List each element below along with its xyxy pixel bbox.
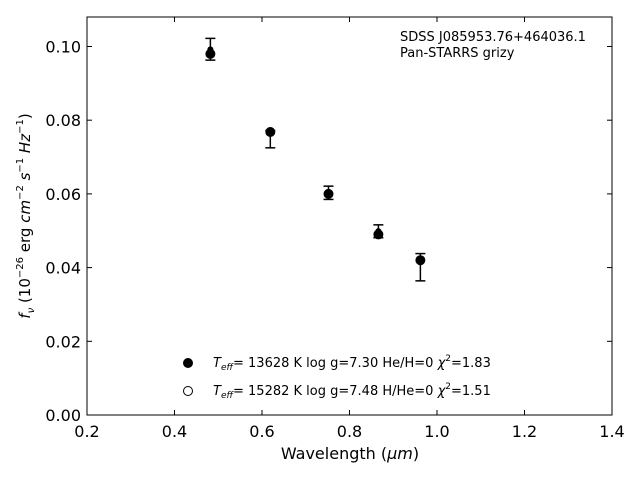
model-point-filled: [205, 48, 216, 59]
x-tick-label: 0.4: [162, 422, 187, 441]
annotation-survey: Pan-STARRS grizy: [400, 46, 515, 61]
x-tick-label: 1.0: [424, 422, 449, 441]
model-point-filled: [415, 255, 426, 266]
annotation-object-name: SDSS J085953.76+464036.1: [400, 30, 586, 45]
y-axis-ticks: 0.00 0.02 0.04 0.06 0.08 0.10: [45, 37, 612, 425]
x-tick-label: 0.6: [249, 422, 274, 441]
y-tick-label: 0.04: [45, 259, 81, 278]
model-point-filled: [323, 188, 334, 199]
legend-marker-open: [183, 386, 193, 396]
y-tick-label: 0.10: [45, 37, 81, 56]
legend: Teff= 13628 K log g=7.30 He/H=0 χ2=1.83 …: [183, 354, 491, 401]
x-tick-label: 0.8: [337, 422, 362, 441]
y-tick-label: 0.08: [45, 111, 81, 130]
y-axis-label: fν (10−26 erg cm−2 s−1 Hz−1): [15, 113, 37, 318]
y-tick-label: 0.00: [45, 406, 81, 425]
y-tick-label: 0.02: [45, 332, 81, 351]
y-tick-label: 0.06: [45, 185, 81, 204]
model-point-filled: [373, 229, 384, 240]
legend-marker-filled: [183, 358, 193, 368]
legend-label-open: Teff= 15282 K log g=7.48 H/He=0 χ2=1.51: [213, 382, 491, 401]
data-points: [205, 48, 426, 266]
legend-label-filled: Teff= 13628 K log g=7.30 He/H=0 χ2=1.83: [213, 354, 491, 373]
x-tick-label: 0.2: [74, 422, 99, 441]
x-tick-label: 1.4: [599, 422, 624, 441]
model-point-filled: [265, 126, 276, 137]
x-tick-label: 1.2: [512, 422, 537, 441]
x-axis-label: Wavelength (μm): [281, 444, 419, 463]
plot-frame: [86, 16, 613, 416]
